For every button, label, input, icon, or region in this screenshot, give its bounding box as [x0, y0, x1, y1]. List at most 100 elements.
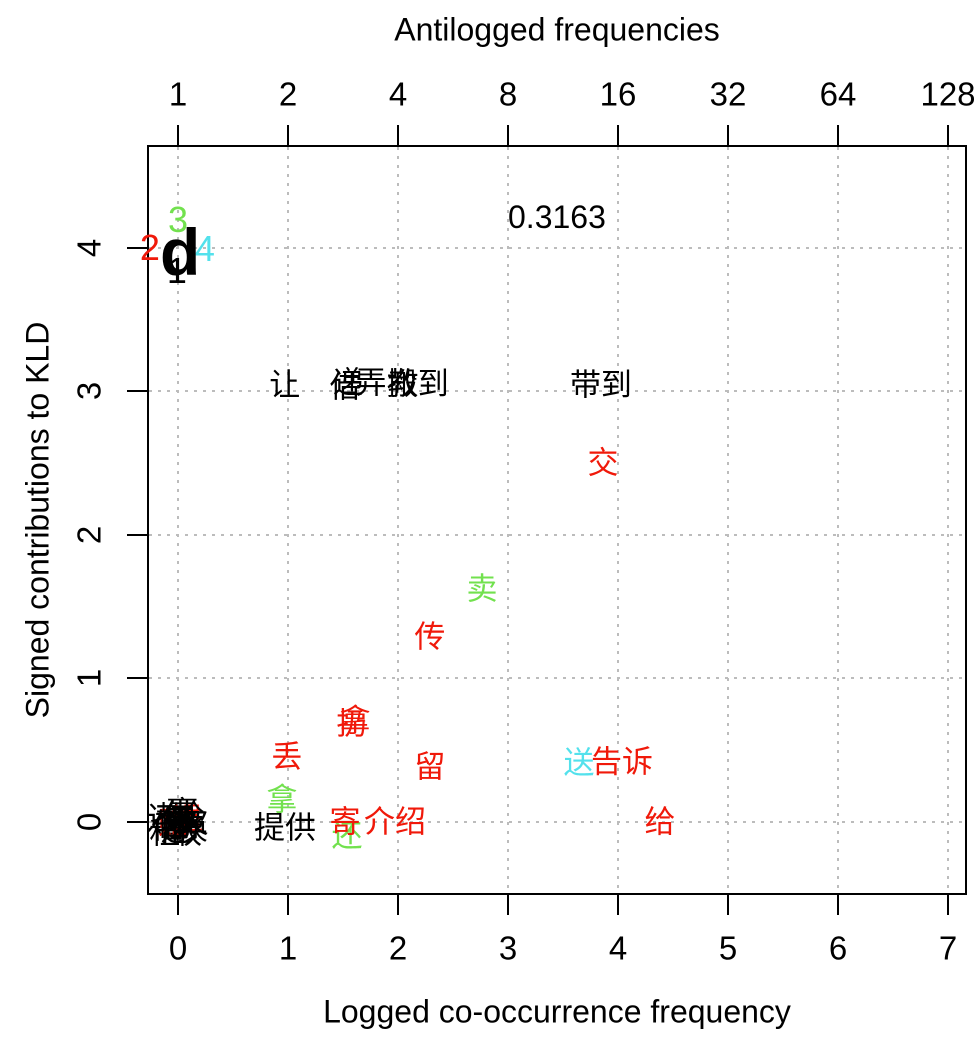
x-axis-title: Logged co-occurrence frequency — [323, 993, 791, 1030]
point-label: 收 — [171, 815, 203, 851]
point-label: 换 — [176, 811, 208, 847]
point-label: 1 — [166, 249, 187, 291]
point-label: 租 — [149, 815, 181, 851]
y-tick-label: 4 — [70, 238, 108, 257]
top-axis-tick — [617, 125, 619, 145]
gridline-horizontal — [149, 533, 965, 536]
x-tick-label: 3 — [498, 929, 518, 967]
point-label: 付 — [162, 797, 194, 833]
point-label: 借 — [329, 369, 361, 405]
point-label: 拿 — [339, 703, 371, 739]
x-tick-label: 5 — [718, 929, 738, 967]
y-axis-title: Signed contributions to KLD — [19, 321, 56, 719]
point-label: 0.3163 — [508, 199, 606, 236]
gridline-vertical — [837, 147, 839, 893]
gridline-vertical — [947, 147, 949, 893]
x-tick-label: 0 — [168, 929, 188, 967]
gridline-horizontal — [149, 246, 965, 249]
point-label: 借 — [151, 810, 183, 846]
x-axis-tick — [287, 895, 289, 915]
point-label: 输 — [154, 807, 186, 843]
point-label: 欠 — [177, 804, 209, 840]
point-label: 还 — [147, 801, 179, 837]
point-label: 偷 — [169, 808, 201, 844]
top-tick-label: 64 — [819, 75, 857, 113]
point-label: 赔 — [158, 805, 190, 841]
top-axis-tick — [177, 125, 179, 145]
top-tick-label: 1 — [168, 75, 188, 113]
gridline-vertical — [507, 147, 509, 893]
point-label: 介绍 — [364, 804, 427, 840]
point-label: 卖 — [466, 571, 498, 607]
y-tick-label: 0 — [70, 812, 108, 832]
x-axis-tick — [397, 895, 399, 915]
point-label: 抢 — [173, 798, 205, 834]
top-axis-tick — [397, 125, 399, 145]
top-tick-label: 4 — [388, 75, 408, 113]
point-label: 交 — [587, 445, 619, 481]
x-axis-tick — [727, 895, 729, 915]
x-axis-tick — [617, 895, 619, 915]
x-axis-tick — [507, 895, 509, 915]
point-label: 喂 — [164, 803, 196, 839]
x-tick-label: 4 — [608, 929, 628, 967]
point-label: 搬到 — [386, 366, 449, 402]
y-axis-tick — [127, 246, 147, 249]
top-tick-label: 16 — [599, 75, 637, 113]
point-label: 扔 — [336, 706, 368, 742]
x-tick-label: 7 — [938, 929, 958, 967]
point-label: 传 — [414, 619, 446, 655]
y-tick-label: 3 — [70, 382, 108, 401]
y-axis-tick — [127, 677, 147, 680]
point-label: 教 — [387, 366, 419, 402]
x-tick-label: 6 — [828, 929, 848, 967]
gridline-horizontal — [149, 390, 965, 393]
top-axis-tick — [287, 125, 289, 145]
gridline-vertical — [287, 147, 289, 893]
y-axis-tick — [127, 821, 147, 823]
x-tick-label: 2 — [388, 929, 408, 967]
x-axis-tick — [947, 895, 949, 915]
x-axis-tick — [837, 895, 839, 915]
point-label: 让 — [269, 367, 301, 403]
point-label: 送 — [563, 745, 595, 781]
point-label: 丢 — [271, 739, 303, 775]
gridline-horizontal — [149, 821, 965, 823]
point-label: 留 — [414, 749, 446, 785]
plot-area — [147, 145, 967, 895]
point-label: d — [160, 214, 201, 289]
point-label: 递 — [160, 813, 192, 849]
y-tick-label: 1 — [70, 669, 108, 688]
point-label: 还 — [331, 818, 363, 854]
top-axis-tick — [947, 125, 949, 145]
y-axis-tick — [127, 390, 147, 393]
top-tick-label: 2 — [278, 75, 298, 113]
y-axis-tick — [127, 533, 147, 536]
x-tick-label: 1 — [278, 929, 298, 967]
top-tick-label: 32 — [709, 75, 747, 113]
point-label: 赢 — [166, 795, 198, 831]
point-label: 告诉 — [590, 744, 653, 780]
gridline-vertical — [617, 147, 619, 893]
gridline-vertical — [727, 147, 729, 893]
top-axis-tick — [727, 125, 729, 145]
point-label: 退 — [172, 801, 204, 837]
gridline-vertical — [397, 147, 399, 893]
gridline-horizontal — [149, 677, 965, 680]
x-axis-tick — [177, 895, 179, 915]
point-label: 4 — [194, 228, 215, 270]
point-label: 带到 — [569, 367, 632, 403]
top-axis-tick — [507, 125, 509, 145]
point-label: 给 — [644, 804, 676, 840]
top-tick-label: 8 — [498, 75, 518, 113]
point-label: 3 — [167, 199, 189, 241]
point-label: 拿 — [266, 782, 298, 818]
top-axis-tick — [837, 125, 839, 145]
top-axis-title: Antilogged frequencies — [394, 11, 720, 48]
point-label: 提供 — [254, 810, 317, 846]
point-label: 2 — [139, 226, 160, 268]
point-label: 寄 — [329, 804, 361, 840]
point-label: 递 — [332, 365, 364, 401]
y-tick-label: 2 — [70, 525, 108, 544]
